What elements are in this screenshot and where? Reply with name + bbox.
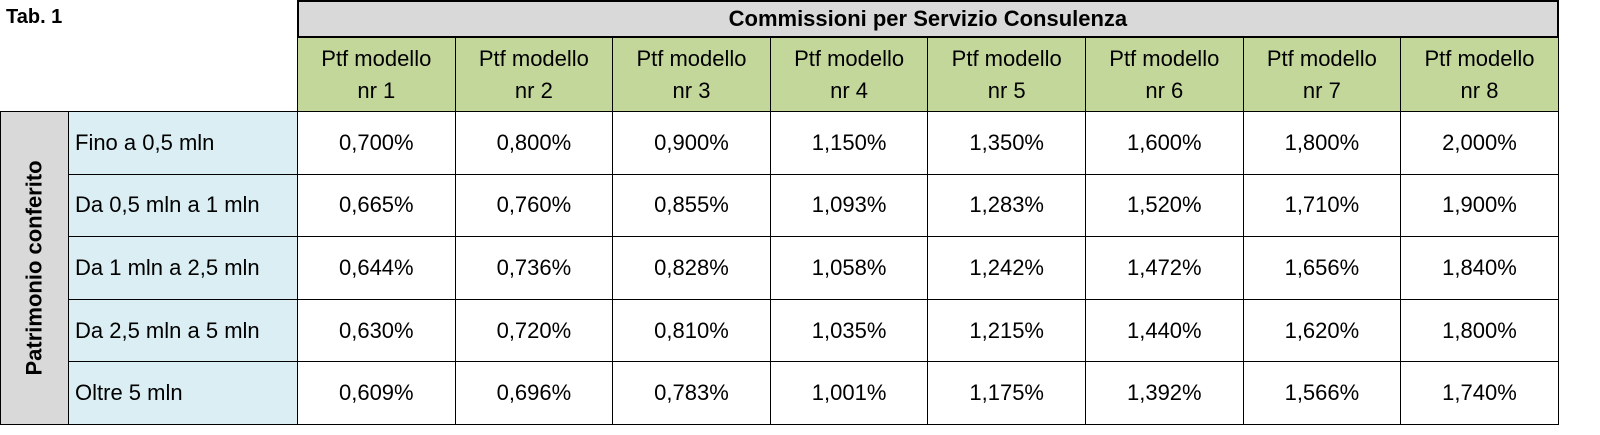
column-header: Ptf modello nr 6 xyxy=(1085,37,1244,112)
table-cell: 0,855% xyxy=(612,173,771,238)
table-cell: 0,609% xyxy=(297,361,456,425)
column-header: Ptf modello nr 5 xyxy=(927,37,1086,112)
table-cell: 0,665% xyxy=(297,173,456,238)
table-cell: 1,035% xyxy=(769,298,929,363)
table-cell: 0,783% xyxy=(612,361,771,425)
table-cell: 1,520% xyxy=(1085,173,1244,238)
table-cell: 0,720% xyxy=(454,298,614,363)
table-cell: 0,760% xyxy=(454,173,614,238)
row-label: Da 1 mln a 2,5 mln xyxy=(68,236,298,300)
row-label: Da 0,5 mln a 1 mln xyxy=(68,173,298,238)
table-cell: 1,392% xyxy=(1085,361,1244,425)
table-cell: 1,350% xyxy=(927,111,1086,175)
table-cell: 0,696% xyxy=(454,361,614,425)
column-header: Ptf modello nr 8 xyxy=(1400,37,1559,112)
table-cell: 0,800% xyxy=(454,111,614,175)
column-header: Ptf modello nr 4 xyxy=(769,37,929,112)
table-cell: 2,000% xyxy=(1400,111,1559,175)
table-cell: 1,566% xyxy=(1242,361,1402,425)
column-header: Ptf modello nr 1 xyxy=(297,37,456,112)
row-label: Oltre 5 mln xyxy=(68,361,298,425)
table-cell: 1,800% xyxy=(1400,298,1559,363)
row-group-label: Patrimonio conferito xyxy=(0,111,69,425)
table-cell: 1,283% xyxy=(927,173,1086,238)
column-header: Ptf modello nr 3 xyxy=(612,37,771,112)
row-label: Fino a 0,5 mln xyxy=(68,111,298,175)
table-cell: 0,630% xyxy=(297,298,456,363)
table-cell: 0,810% xyxy=(612,298,771,363)
column-header: Ptf modello nr 7 xyxy=(1242,37,1402,112)
table-cell: 0,736% xyxy=(454,236,614,300)
table-cell: 1,242% xyxy=(927,236,1086,300)
table-cell: 1,058% xyxy=(769,236,929,300)
table-title: Tab. 1 xyxy=(6,6,63,28)
table-cell: 1,800% xyxy=(1242,111,1402,175)
table-cell: 1,900% xyxy=(1400,173,1559,238)
table-cell: 0,828% xyxy=(612,236,771,300)
row-label: Da 2,5 mln a 5 mln xyxy=(68,298,298,363)
row-group-label-text: Patrimonio conferito xyxy=(21,160,47,376)
table-cell: 1,175% xyxy=(927,361,1086,425)
column-header: Ptf modello nr 2 xyxy=(454,37,614,112)
table-cell: 1,620% xyxy=(1242,298,1402,363)
table-cell: 0,644% xyxy=(297,236,456,300)
table-cell: 1,710% xyxy=(1242,173,1402,238)
table-cell: 1,600% xyxy=(1085,111,1244,175)
table-cell: 1,150% xyxy=(769,111,929,175)
table-header: Commissioni per Servizio Consulenza xyxy=(297,0,1559,38)
table-cell: 1,440% xyxy=(1085,298,1244,363)
table-cell: 1,656% xyxy=(1242,236,1402,300)
table-cell: 0,900% xyxy=(612,111,771,175)
table-cell: 1,093% xyxy=(769,173,929,238)
table-cell: 1,840% xyxy=(1400,236,1559,300)
table-cell: 1,001% xyxy=(769,361,929,425)
table-cell: 1,472% xyxy=(1085,236,1244,300)
table-cell: 1,740% xyxy=(1400,361,1559,425)
table-cell: 1,215% xyxy=(927,298,1086,363)
table-cell: 0,700% xyxy=(297,111,456,175)
